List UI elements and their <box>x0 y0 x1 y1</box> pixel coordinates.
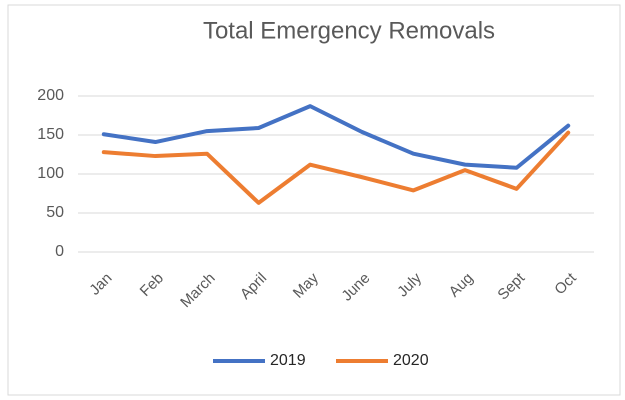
y-tick-label: 100 <box>37 165 64 182</box>
series-line <box>101 130 571 205</box>
y-tick-label: 50 <box>46 204 64 221</box>
legend-label: 2019 <box>270 352 306 369</box>
chart-title: Total Emergency Removals <box>203 17 495 44</box>
y-tick-label: 200 <box>37 87 64 104</box>
series-line <box>101 104 571 170</box>
chart-border <box>7 4 621 396</box>
y-tick-label: 150 <box>37 126 64 143</box>
legend-label: 2020 <box>393 352 429 369</box>
y-tick-label: 0 <box>55 243 64 260</box>
